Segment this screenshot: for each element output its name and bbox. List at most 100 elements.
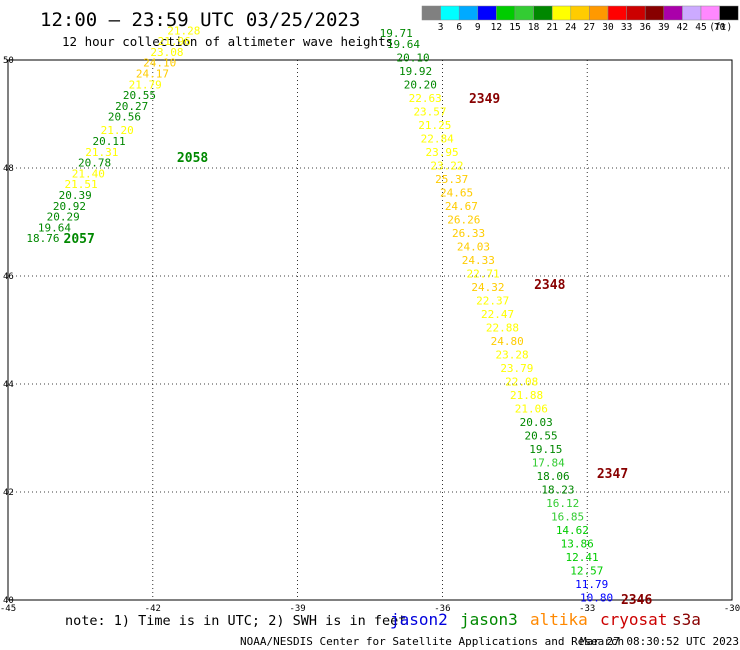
wave-height-label: 23.22 [430, 159, 463, 172]
colorbar-swatch [496, 5, 516, 21]
colorbar: 3 6 9 12 15 18 21 24 27 30 33 36 39 42 45 70(ft) [421, 5, 739, 33]
colorbar-swatch [719, 5, 739, 21]
wave-height-label: 12.41 [565, 551, 598, 564]
colorbar-swatch [589, 5, 609, 21]
colorbar-label: 33 [621, 22, 632, 33]
wave-height-label: 23.57 [413, 105, 446, 118]
y-tick-label: 42 [3, 488, 14, 498]
wave-height-label: 20.11 [92, 135, 125, 148]
wave-height-label: 22.84 [421, 132, 454, 145]
wave-height-label: 24.10 [143, 57, 176, 70]
y-tick-label: 40 [3, 596, 14, 606]
grid [8, 60, 732, 600]
wave-height-label: 19.15 [529, 443, 562, 456]
pass-id-label: 2057 [64, 232, 95, 247]
x-axis: -45 -42 -39 -36 -33 -30 [0, 604, 740, 614]
wave-height-label: 19.64 [38, 221, 71, 234]
wave-height-label: 20.29 [47, 211, 80, 224]
legend-jason3: jason3 [460, 610, 518, 629]
colorbar-label: 12 [491, 22, 502, 33]
pass-id-label: 2349 [469, 92, 500, 107]
wave-height-label: 22.08 [505, 375, 538, 388]
footer-note: note: 1) Time is in UTC; 2) SWH is in fe… [65, 613, 406, 629]
colorbar-swatch [682, 5, 702, 21]
wave-height-label: 24.65 [440, 186, 473, 199]
wave-height-label: 19.71 [380, 27, 413, 40]
colorbar-label: 24 [565, 22, 577, 33]
wave-height-label: 20.03 [520, 416, 553, 429]
wave-height-label: 23.95 [426, 146, 459, 159]
y-axis: 40 42 44 46 48 50 [3, 56, 14, 606]
colorbar-label: 3 [438, 22, 444, 33]
wave-height-label: 20.55 [123, 89, 156, 102]
wave-height-label: 20.78 [78, 157, 111, 170]
plot-frame [7, 59, 733, 601]
wave-height-label: 21.06 [515, 402, 548, 415]
x-tick-label: -30 [724, 604, 740, 614]
colorbar-swatch [607, 5, 627, 21]
chart-subtitle: 12 hour collection of altimeter wave hei… [62, 34, 393, 49]
colorbar-label: 36 [639, 22, 651, 33]
wave-height-label: 24.17 [136, 68, 169, 81]
wave-height-label: 22.47 [481, 308, 514, 321]
wave-height-label: 26.33 [452, 227, 485, 240]
colorbar-swatch [551, 5, 572, 21]
wave-height-label: 21.79 [129, 78, 162, 91]
x-tick-label: -33 [579, 604, 595, 614]
wave-height-label: 23.28 [495, 348, 528, 361]
wave-height-label: 22.63 [409, 92, 442, 105]
wave-height-label: 24.33 [462, 254, 495, 267]
wave-height-label: 22.88 [486, 321, 519, 334]
colorbar-label: 6 [456, 22, 462, 33]
wave-height-label: 21.51 [64, 178, 97, 191]
satellite-legend: jason2 jason3 altika cryosat s3a [390, 610, 701, 629]
wave-height-label: 19.64 [387, 38, 420, 51]
wave-height-label: 21.20 [101, 124, 134, 137]
wave-height-label: 13.86 [561, 537, 594, 550]
legend-cryosat: cryosat [600, 610, 667, 629]
colorbar-swatch [440, 5, 460, 21]
footer-credit: NOAA/NESDIS Center for Satellite Applica… [240, 635, 624, 648]
wave-height-label: 20.20 [404, 78, 437, 91]
footer-timestamp: Mar 27 08:30:52 UTC 2023 [580, 635, 739, 648]
x-tick-label: -42 [145, 604, 161, 614]
wave-height-label: 10.80 [580, 591, 613, 604]
colorbar-label: 45 [695, 22, 706, 33]
colorbar-label: 21 [546, 22, 558, 33]
x-tick-label: -39 [289, 604, 305, 614]
colorbar-label: 18 [528, 22, 540, 33]
colorbar-unit: (ft) [709, 22, 732, 33]
y-tick-label: 44 [3, 380, 14, 390]
chart-title: 12:00 — 23:59 UTC 03/25/2023 [40, 9, 360, 31]
colorbar-swatch [570, 5, 590, 21]
colorbar-swatch [663, 5, 683, 21]
pass-id-label: 2348 [534, 278, 565, 293]
wave-height-label: 20.27 [115, 100, 148, 113]
legend-jason2: jason2 [390, 610, 448, 629]
wave-height-label: 11.79 [575, 578, 608, 591]
wave-height-label: 21.28 [167, 24, 200, 37]
wave-height-label: 22.71 [467, 267, 500, 280]
wave-height-label: 20.92 [53, 200, 86, 213]
colorbar-swatch [421, 5, 441, 21]
y-tick-label: 46 [3, 272, 14, 282]
wave-height-label: 21.25 [418, 119, 451, 132]
wave-height-label: 16.12 [546, 497, 579, 510]
x-tick-label: -45 [0, 604, 16, 614]
wave-height-label: 14.62 [556, 524, 589, 537]
wave-height-label: 25.37 [435, 173, 468, 186]
colorbar-label: 15 [509, 22, 520, 33]
wave-height-label: 12.57 [570, 564, 603, 577]
colorbar-label: 27 [584, 22, 595, 33]
wave-height-label: 24.67 [445, 200, 478, 213]
wave-height-label: 17.84 [532, 456, 565, 469]
wave-height-label: 20.55 [524, 429, 557, 442]
wave-height-label: 21.96 [158, 35, 191, 48]
wave-height-label: 22.37 [476, 294, 509, 307]
y-tick-label: 50 [3, 56, 14, 66]
colorbar-swatch [700, 5, 720, 21]
wave-height-label: 23.08 [150, 46, 183, 59]
legend-s3a: s3a [672, 610, 701, 629]
